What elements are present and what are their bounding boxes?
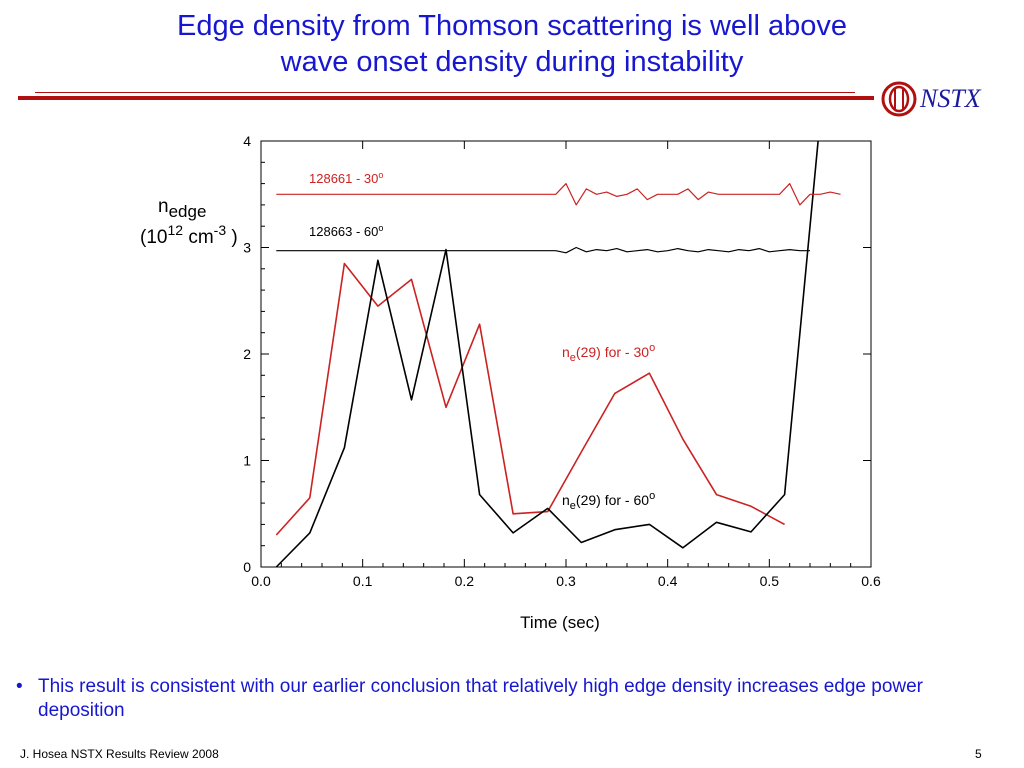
- y-tick-label: 2: [243, 346, 251, 362]
- x-tick-label: 0.2: [455, 573, 475, 589]
- y-tick-label: 4: [243, 133, 251, 149]
- thomson-chart: 0.0 0.1 0.2 0.3 0.4 0.5 0.6 0 1 2 3 4 nedge (1012 c…: [140, 133, 881, 632]
- svg-text:ne(29) for - 60o: ne(29) for - 60o: [562, 490, 655, 512]
- series-line-ne-29-for-30o: [275, 262, 785, 536]
- annotation-red-trace: 128661 - 30o: [309, 170, 383, 186]
- svg-text:128661 - 30o: 128661 - 30o: [309, 170, 383, 186]
- footer-credit: J. Hosea NSTX Results Review 2008: [20, 747, 219, 761]
- svg-text:(1012 cm-3 ): (1012 cm-3 ): [140, 222, 238, 248]
- bullet-marker: •: [16, 676, 23, 697]
- bullet-text: This result is consistent with our earli…: [38, 676, 924, 721]
- series-line-128663-60o: [276, 246, 810, 254]
- annotation-black-trace: 128663 - 60o: [309, 223, 383, 239]
- title-rule-thick: [18, 96, 874, 100]
- title-rule-thin: [35, 92, 855, 93]
- svg-text:nedge: nedge: [158, 196, 206, 221]
- x-tick-label: 0.6: [861, 573, 881, 589]
- y-tick-label: 3: [243, 240, 251, 256]
- annotation-ne60: ne(29) for - 60o: [562, 490, 655, 512]
- title-line-2: wave onset density during instability: [280, 46, 744, 78]
- y-tick-label: 0: [243, 559, 251, 575]
- x-tick-label: 0.0: [251, 573, 271, 589]
- axis-ticks: 0.0 0.1 0.2 0.3 0.4 0.5 0.6 0 1 2 3 4: [243, 133, 881, 589]
- annotation-ne30: ne(29) for - 30o: [562, 342, 655, 364]
- series-line-128661-30o: [276, 183, 841, 206]
- slide-title: Edge density from Thomson scattering is …: [0, 8, 1024, 80]
- series-layer: [275, 140, 841, 568]
- x-tick-label: 0.4: [658, 573, 678, 589]
- title-line-1: Edge density from Thomson scattering is …: [176, 10, 848, 42]
- svg-text:ne(29) for - 30o: ne(29) for - 30o: [562, 342, 655, 364]
- page-number: 5: [975, 747, 982, 761]
- svg-text:128663 - 60o: 128663 - 60o: [309, 223, 383, 239]
- x-axis-label: Time (sec): [520, 613, 600, 632]
- x-tick-label: 0.5: [760, 573, 780, 589]
- series-line-ne-29-for-60o: [275, 140, 819, 568]
- y-tick-label: 1: [243, 453, 251, 469]
- bullet-point: • This result is consistent with our ear…: [16, 675, 1006, 723]
- nstx-emblem-icon: [881, 81, 917, 117]
- y-axis-label: nedge (1012 cm-3 ): [140, 196, 238, 248]
- x-tick-label: 0.1: [353, 573, 373, 589]
- x-tick-label: 0.3: [556, 573, 576, 589]
- logo-text: NSTX: [920, 84, 981, 113]
- nstx-logo: NSTX: [880, 80, 1010, 120]
